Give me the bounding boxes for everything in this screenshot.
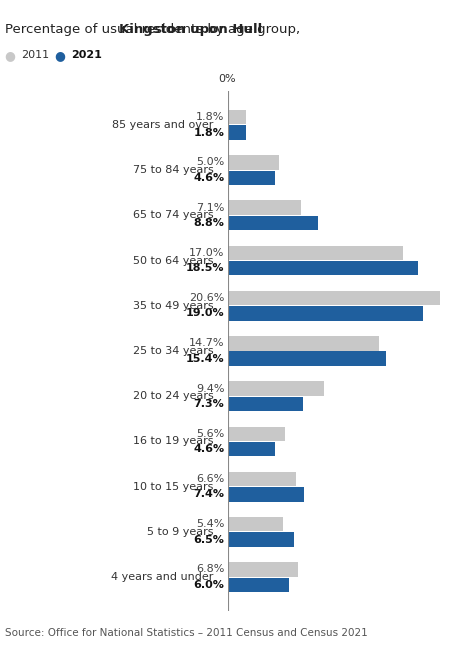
Text: 25 to 34 years: 25 to 34 years — [133, 346, 213, 356]
Text: ●: ● — [55, 49, 65, 62]
Text: 20.6%: 20.6% — [189, 293, 224, 303]
Text: 7.1%: 7.1% — [196, 203, 224, 213]
Bar — [228, 426, 285, 441]
Bar — [228, 487, 304, 502]
Bar — [228, 352, 386, 366]
Text: Percentage of usual residents by age group,: Percentage of usual residents by age gro… — [5, 23, 304, 36]
Text: 4 years and under: 4 years and under — [111, 572, 213, 582]
Bar — [228, 216, 318, 230]
Text: 9.4%: 9.4% — [196, 384, 224, 393]
Text: 6.5%: 6.5% — [193, 534, 224, 545]
Text: 19.0%: 19.0% — [186, 309, 224, 318]
Text: 6.8%: 6.8% — [196, 564, 224, 575]
Text: 5.0%: 5.0% — [196, 157, 224, 168]
Text: 50 to 64 years: 50 to 64 years — [133, 255, 213, 266]
Text: 5.6%: 5.6% — [196, 429, 224, 439]
Bar — [228, 578, 289, 592]
Text: Kingston upon Hull: Kingston upon Hull — [119, 23, 263, 36]
Text: 1.8%: 1.8% — [196, 112, 224, 122]
Text: 0%: 0% — [219, 74, 237, 85]
Bar — [228, 291, 440, 306]
Bar — [228, 562, 298, 577]
Text: 16 to 19 years: 16 to 19 years — [133, 436, 213, 447]
Bar — [228, 532, 294, 547]
Bar — [228, 170, 275, 185]
Text: 5 to 9 years: 5 to 9 years — [147, 527, 213, 537]
Bar — [228, 155, 279, 170]
Bar — [228, 336, 379, 350]
Text: 15.4%: 15.4% — [186, 354, 224, 364]
Text: ●: ● — [5, 49, 16, 62]
Bar — [228, 472, 295, 486]
Bar — [228, 306, 423, 320]
Bar — [228, 246, 403, 260]
Text: 6.0%: 6.0% — [193, 580, 224, 590]
Text: 7.4%: 7.4% — [193, 489, 224, 499]
Bar — [228, 125, 246, 140]
Bar — [228, 200, 301, 215]
Bar — [228, 110, 246, 124]
Text: 85 years and over: 85 years and over — [112, 120, 213, 130]
Text: 18.5%: 18.5% — [186, 263, 224, 273]
Text: 14.7%: 14.7% — [189, 338, 224, 348]
Bar — [228, 517, 283, 532]
Text: 2011: 2011 — [21, 50, 49, 60]
Bar — [228, 261, 418, 276]
Text: 6.6%: 6.6% — [196, 474, 224, 484]
Bar — [228, 396, 303, 411]
Text: 8.8%: 8.8% — [193, 218, 224, 228]
Text: 35 to 49 years: 35 to 49 years — [133, 301, 213, 311]
Text: 75 to 84 years: 75 to 84 years — [133, 165, 213, 175]
Bar — [228, 382, 324, 396]
Text: 17.0%: 17.0% — [189, 248, 224, 258]
Text: 5.4%: 5.4% — [196, 519, 224, 529]
Text: 2021: 2021 — [71, 50, 102, 60]
Text: 65 to 74 years: 65 to 74 years — [133, 211, 213, 220]
Bar — [228, 442, 275, 456]
Text: 4.6%: 4.6% — [193, 444, 224, 454]
Text: 1.8%: 1.8% — [193, 127, 224, 138]
Text: 10 to 15 years: 10 to 15 years — [133, 482, 213, 491]
Text: 20 to 24 years: 20 to 24 years — [133, 391, 213, 401]
Text: 7.3%: 7.3% — [194, 399, 224, 409]
Text: Source: Office for National Statistics – 2011 Census and Census 2021: Source: Office for National Statistics –… — [5, 629, 367, 638]
Text: 4.6%: 4.6% — [193, 173, 224, 183]
